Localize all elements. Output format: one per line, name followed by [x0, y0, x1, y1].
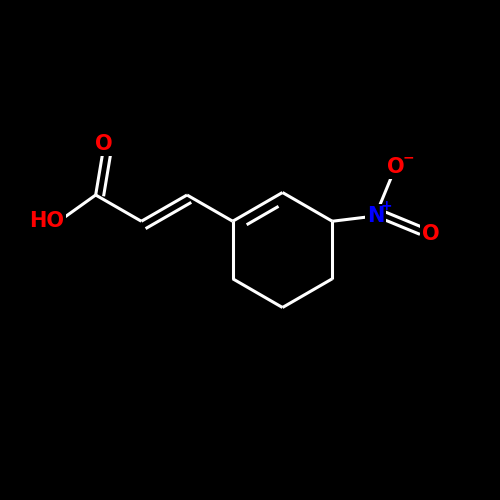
Text: O: O	[422, 224, 440, 244]
Text: −: −	[403, 150, 414, 164]
Text: N: N	[366, 206, 384, 226]
Text: HO: HO	[29, 211, 64, 231]
Text: +: +	[380, 199, 392, 213]
Text: O: O	[94, 134, 112, 154]
Text: O: O	[388, 158, 405, 178]
